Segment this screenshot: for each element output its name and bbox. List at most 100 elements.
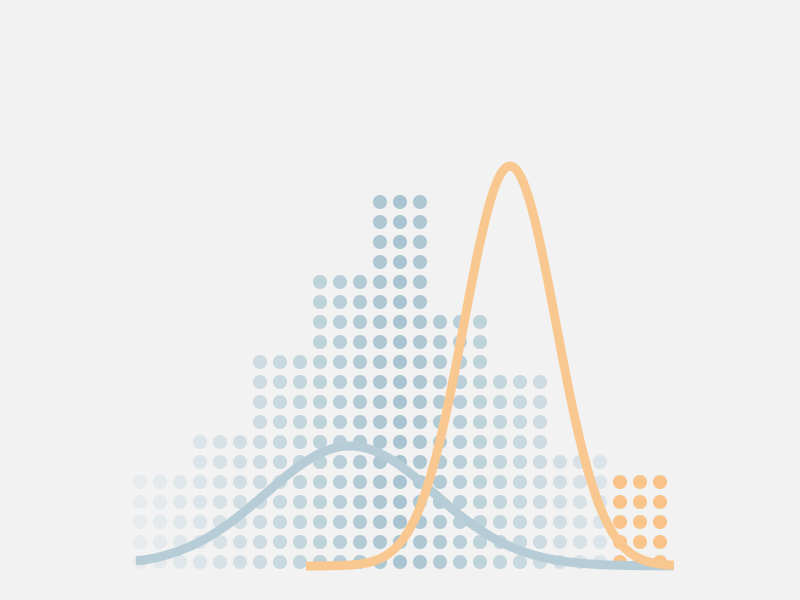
- dot-column-8: [273, 355, 287, 569]
- dot: [373, 335, 387, 349]
- dot: [633, 495, 647, 509]
- dot: [373, 475, 387, 489]
- dot-column-6: [233, 435, 247, 569]
- dot: [373, 215, 387, 229]
- dot: [473, 395, 487, 409]
- dot-column-5: [213, 435, 227, 569]
- dot: [553, 515, 567, 529]
- dot: [653, 495, 667, 509]
- dot: [273, 515, 287, 529]
- dot: [453, 555, 467, 569]
- dot: [533, 515, 547, 529]
- dot: [313, 335, 327, 349]
- dot: [373, 515, 387, 529]
- dot: [413, 275, 427, 289]
- dot: [133, 515, 147, 529]
- dot: [293, 475, 307, 489]
- dot: [193, 555, 207, 569]
- dot: [133, 495, 147, 509]
- dot: [333, 375, 347, 389]
- dot: [353, 475, 367, 489]
- dot: [393, 235, 407, 249]
- dot: [193, 515, 207, 529]
- dot-histogram: [133, 195, 667, 569]
- dot: [393, 195, 407, 209]
- dot: [273, 555, 287, 569]
- dot: [313, 515, 327, 529]
- dot: [313, 475, 327, 489]
- dot: [413, 315, 427, 329]
- dot: [253, 435, 267, 449]
- dot: [533, 435, 547, 449]
- dot: [393, 275, 407, 289]
- dot: [253, 535, 267, 549]
- dot: [633, 535, 647, 549]
- dot: [513, 555, 527, 569]
- dot: [133, 475, 147, 489]
- dot: [413, 535, 427, 549]
- dot: [573, 475, 587, 489]
- dot: [233, 475, 247, 489]
- dot: [353, 395, 367, 409]
- dot: [313, 495, 327, 509]
- dot: [433, 375, 447, 389]
- dot: [333, 515, 347, 529]
- dot: [273, 375, 287, 389]
- dot-column-25: [613, 475, 627, 569]
- dot: [453, 475, 467, 489]
- dot: [213, 555, 227, 569]
- dot: [533, 395, 547, 409]
- dot: [553, 475, 567, 489]
- dot-column-21: [533, 375, 547, 569]
- dot: [133, 535, 147, 549]
- dot: [253, 375, 267, 389]
- dot: [253, 455, 267, 469]
- dot: [333, 275, 347, 289]
- dot: [353, 375, 367, 389]
- dot: [293, 415, 307, 429]
- dot: [153, 535, 167, 549]
- dot: [513, 455, 527, 469]
- dot: [453, 455, 467, 469]
- dot: [513, 435, 527, 449]
- dot: [313, 275, 327, 289]
- dot: [313, 375, 327, 389]
- dot: [233, 495, 247, 509]
- dot: [253, 395, 267, 409]
- dot: [313, 415, 327, 429]
- dot: [613, 495, 627, 509]
- dot: [573, 495, 587, 509]
- dot-column-1: [133, 475, 147, 569]
- dot: [313, 535, 327, 549]
- dot: [313, 435, 327, 449]
- dot: [173, 555, 187, 569]
- dot-column-7: [253, 355, 267, 569]
- dot-column-18: [473, 315, 487, 569]
- dot: [493, 415, 507, 429]
- dot: [433, 515, 447, 529]
- dot: [413, 235, 427, 249]
- dot: [373, 275, 387, 289]
- dot: [293, 435, 307, 449]
- dot: [393, 475, 407, 489]
- dot: [353, 315, 367, 329]
- dot: [273, 435, 287, 449]
- dot: [293, 535, 307, 549]
- dot: [373, 395, 387, 409]
- dot: [433, 475, 447, 489]
- dot: [513, 415, 527, 429]
- dot: [393, 555, 407, 569]
- dot: [513, 515, 527, 529]
- dot: [533, 535, 547, 549]
- dot: [473, 415, 487, 429]
- dot: [393, 395, 407, 409]
- dot: [213, 535, 227, 549]
- dot: [573, 515, 587, 529]
- dot: [233, 555, 247, 569]
- dot: [513, 475, 527, 489]
- dot: [213, 475, 227, 489]
- dot: [433, 355, 447, 369]
- dot: [193, 495, 207, 509]
- dot: [553, 535, 567, 549]
- dot: [333, 475, 347, 489]
